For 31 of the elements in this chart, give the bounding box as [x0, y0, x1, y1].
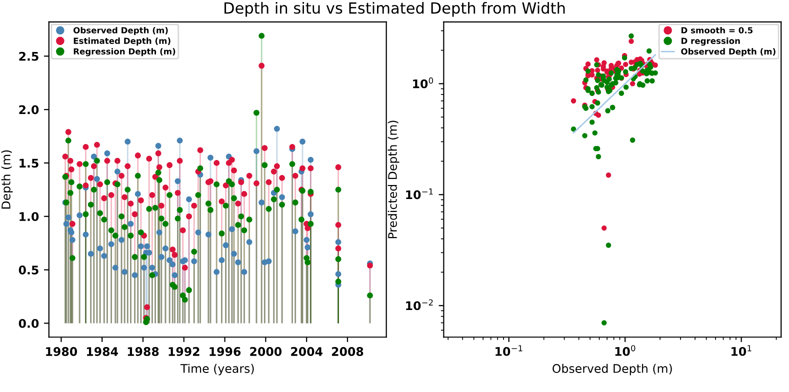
y-tick-label: 10$^{−2}$: [406, 299, 433, 310]
y-tick-label: 0.0: [18, 318, 39, 328]
legend-label: Observed Depth (m): [74, 26, 168, 36]
legend-label: Regression Depth (m): [74, 48, 176, 56]
legend-label: D smooth = 0.5: [682, 26, 753, 34]
y-axis-title: Depth (m): [1, 150, 13, 209]
x-tick-label: 1988: [128, 347, 159, 356]
y-tick-label: 1.0: [20, 212, 39, 222]
x-tick-label: 10$^{0}$: [615, 345, 636, 356]
y-tick-label: 10$^{0}$: [413, 77, 434, 88]
legend-label: Observed Depth (m): [681, 48, 776, 56]
x-tick-label: 2008: [332, 347, 364, 356]
x-tick-label: 10$^{1}$: [732, 345, 752, 356]
y-tick-label: 2.0: [19, 105, 39, 114]
x-axis-title: Time (years): [180, 364, 254, 376]
chart-title: Depth in situ vs Estimated Depth from Width: [224, 2, 565, 17]
y-tick-label: 10$^{−1}$: [406, 188, 433, 200]
y-tick-label: 1.5: [20, 158, 38, 168]
x-tick-label: 1980: [46, 347, 78, 356]
y-axis-title: Predicted Depth (m): [388, 120, 400, 238]
y-tick-label: 2.5: [19, 52, 38, 61]
x-tick-label: 1984: [86, 347, 118, 356]
x-tick-label: 2004: [291, 347, 322, 356]
x-tick-label: 1996: [210, 347, 241, 356]
x-tick-label: 1992: [168, 347, 200, 356]
x-tick-label: 2000: [250, 347, 282, 356]
x-tick-label: 10$^{−1}$: [496, 345, 522, 356]
legend-label: D regression: [682, 38, 740, 46]
legend-label: Estimated Depth (m): [74, 38, 170, 46]
x-axis-title: Observed Depth (m): [552, 364, 672, 376]
y-tick-label: 0.5: [18, 266, 38, 274]
